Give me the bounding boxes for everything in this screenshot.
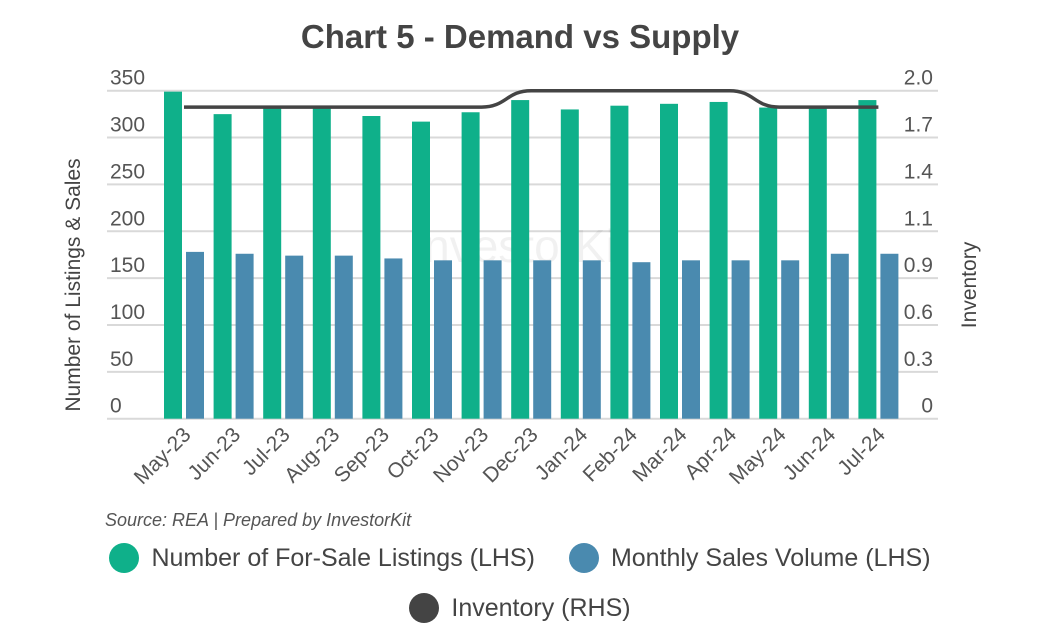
chart-title: Chart 5 - Demand vs Supply	[300, 18, 740, 55]
y-axis-label: Number of Listings & Sales	[62, 158, 85, 411]
y-tick-label: 300	[110, 114, 145, 137]
legend-row-1: Number of For-Sale Listings (LHS) Monthl…	[0, 543, 1040, 573]
bar-listings	[461, 112, 480, 419]
bar-sales	[384, 258, 403, 419]
x-tick-label: Nov-23	[429, 423, 493, 487]
y2-tick-label: 0.6	[904, 301, 933, 324]
bar-sales	[731, 260, 750, 419]
bar-sales	[533, 260, 552, 419]
bar-listings	[759, 107, 778, 419]
legend-item-sales[interactable]: Monthly Sales Volume (LHS)	[568, 543, 931, 573]
bar-listings	[511, 100, 530, 419]
y-tick-label: 100	[110, 301, 145, 324]
x-tick-label: Jun-24	[779, 423, 841, 485]
legend-label: Monthly Sales Volume (LHS)	[610, 543, 931, 572]
x-tick-label: Dec-23	[479, 423, 543, 487]
legend-swatch	[409, 593, 440, 623]
y2-tick-label: 0.3	[904, 348, 933, 371]
bar-listings	[808, 107, 827, 419]
bar-sales	[682, 260, 700, 419]
bar-sales	[483, 260, 502, 419]
bar-sales	[285, 255, 304, 419]
y-tick-label: 0	[110, 395, 122, 418]
bar-listings	[858, 100, 877, 419]
x-tick-label: May-24	[725, 423, 791, 489]
y-tick-label: 250	[110, 160, 145, 183]
y2-tick-label: 1.4	[904, 160, 934, 183]
x-tick-label: Jul-24	[833, 423, 890, 480]
y-tick-label: 200	[110, 207, 145, 230]
y2-tick-label: 0.9	[904, 254, 933, 277]
bar-sales	[880, 253, 899, 419]
y2-tick-label: 0	[921, 395, 933, 418]
legend-label: Inventory (RHS)	[451, 593, 631, 622]
bar-listings	[263, 107, 282, 419]
legend-label: Number of For-Sale Listings (LHS)	[151, 543, 535, 572]
bar-listings	[213, 114, 232, 419]
bar-sales	[582, 260, 601, 419]
y2-tick-label: 1.1	[904, 207, 933, 230]
y2-tick-label: 2.0	[904, 67, 933, 90]
y2-axis-label: Inventory	[958, 241, 981, 328]
x-tick-label: Aug-23	[280, 423, 344, 487]
bar-listings	[412, 121, 430, 419]
legend-swatch	[109, 543, 140, 573]
bar-listings	[362, 116, 381, 419]
line-inventory	[184, 88, 879, 109]
y2-tick-label: 1.7	[904, 114, 933, 137]
y-tick-label: 150	[110, 254, 145, 277]
bar-listings	[709, 101, 728, 419]
bar-listings	[312, 107, 331, 419]
bar-sales	[186, 251, 204, 419]
bar-sales	[235, 253, 254, 419]
x-tick-label: Feb-24	[579, 423, 643, 487]
bar-sales	[830, 253, 849, 419]
legend-item-inventory[interactable]: Inventory (RHS)	[409, 593, 631, 623]
bar-listings	[164, 91, 182, 419]
x-tick-label: Jun-23	[183, 423, 245, 485]
bar-sales	[434, 260, 452, 419]
x-tick-label: May-23	[130, 423, 196, 489]
bar-sales	[781, 260, 800, 419]
bar-listings	[560, 109, 579, 419]
y-tick-label: 350	[110, 67, 145, 90]
x-tick-label: Mar-24	[628, 423, 692, 487]
bar-listings	[610, 105, 629, 419]
bar-sales	[334, 255, 353, 419]
bar-listings	[660, 103, 678, 419]
bar-sales	[632, 262, 651, 419]
legend-swatch	[568, 543, 599, 573]
source-note: Source: REA | Prepared by InvestorKit	[105, 510, 412, 530]
legend-item-listings[interactable]: Number of For-Sale Listings (LHS)	[109, 543, 535, 573]
legend-row-2: Inventory (RHS)	[0, 593, 1040, 623]
x-tick-label: Sep-23	[330, 423, 394, 487]
y-tick-label: 50	[110, 348, 133, 371]
